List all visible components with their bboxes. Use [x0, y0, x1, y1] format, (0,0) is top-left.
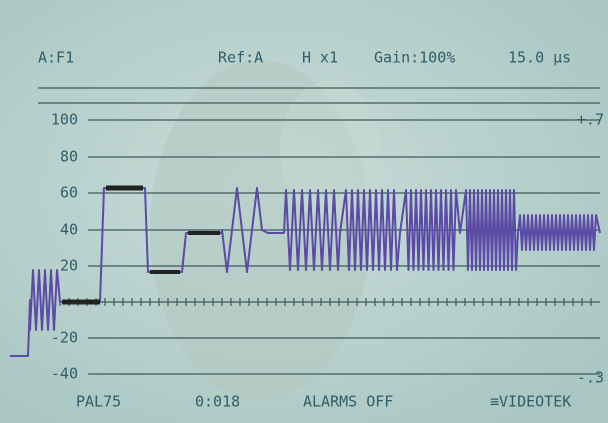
- reference-label: Ref:A: [218, 49, 263, 67]
- time-label: 0:018: [195, 393, 240, 411]
- scale-label: 20: [60, 257, 78, 275]
- scale-label-right: -.3: [577, 369, 604, 387]
- background-figure: [280, 80, 380, 220]
- scale-label: 40: [60, 221, 78, 239]
- scale-label-right: +.7: [577, 111, 604, 129]
- horizontal-label: H x1: [302, 49, 338, 67]
- gain-label: Gain:100%: [374, 49, 455, 67]
- format-label: PAL75: [76, 393, 121, 411]
- scale-label: -40: [51, 365, 78, 383]
- scale-label: 60: [60, 184, 78, 202]
- scale-label: -20: [51, 329, 78, 347]
- scale-label: 80: [60, 148, 78, 166]
- input-label: A:F1: [38, 49, 74, 67]
- brand-label: ≡VIDEOTEK: [490, 393, 571, 411]
- waveform: [10, 185, 601, 357]
- waveform-trace: [10, 187, 601, 357]
- alarms-label: ALARMS OFF: [303, 393, 393, 411]
- scale-label: 100: [51, 111, 78, 129]
- sweep-label: 15.0 µs: [508, 49, 571, 67]
